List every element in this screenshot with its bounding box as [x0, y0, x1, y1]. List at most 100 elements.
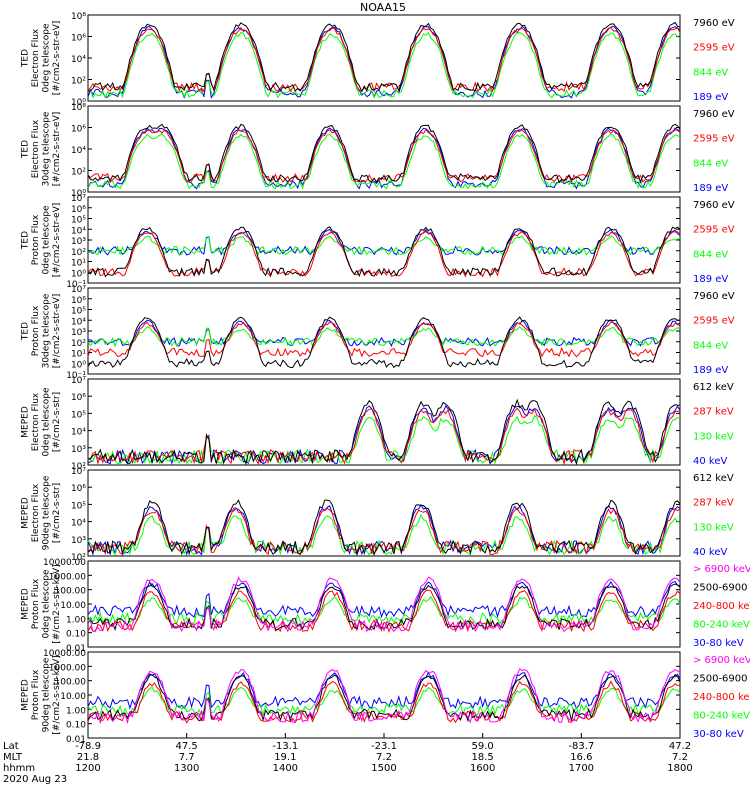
series-line — [87, 596, 681, 625]
y-label-line: Proton Flux — [31, 578, 41, 629]
y-tick-label: 0.10 — [66, 630, 86, 640]
y-label-line: TED — [20, 322, 30, 341]
y-tick-label: 0.01 — [66, 644, 86, 654]
y-label-line: [#/cm2-s-str-eV] — [52, 21, 62, 96]
y-tick-label: 10² — [71, 462, 86, 472]
x-row-value: 7.2 — [376, 752, 392, 763]
y-label-line: [#/cm2-s-str-eV] — [52, 294, 62, 369]
y-tick-label: 10⁸ — [71, 103, 86, 113]
series-line — [87, 21, 681, 93]
y-tick-label: 1.00 — [66, 615, 86, 625]
y-tick-label: 10⁸ — [71, 12, 86, 22]
y-axis-label: TED Proton Flux 30deg telescope [#/cm2-s-st… — [20, 293, 62, 368]
y-tick-label: 10.00 — [60, 692, 86, 702]
series-line — [87, 321, 681, 358]
y-label-line: Electron Flux — [31, 28, 41, 87]
legend-entry: 189 eV — [693, 274, 728, 285]
x-row-value: 1800 — [667, 763, 692, 774]
y-axis-label: MEPED Proton Flux 90deg telescope [#/cm2-s-… — [20, 655, 62, 734]
x-row-label: MLT — [3, 752, 23, 763]
series-line — [87, 580, 681, 619]
panel-frame — [87, 14, 681, 102]
y-label-line: 0deg telescope — [41, 569, 51, 639]
y-tick-label: 10² — [71, 339, 86, 349]
legend-entry: > 6900 keV — [693, 655, 750, 666]
y-tick-label: 10² — [71, 168, 86, 178]
panels: 10⁰ 10² 10⁴ 10⁶ 10⁸ TED Electron Flux 0deg tele… — [20, 12, 750, 745]
series-line — [87, 576, 681, 633]
x-row-value: 18.5 — [472, 752, 494, 763]
x-row-value: 1600 — [470, 763, 495, 774]
panel-frame — [87, 651, 681, 739]
y-tick-label: 10⁰ — [71, 98, 86, 108]
y-tick-label: 10⁶ — [71, 393, 86, 403]
series-line — [87, 499, 681, 557]
y-tick-label: 10⁶ — [71, 296, 86, 306]
y-label-line: Proton Flux — [31, 214, 41, 265]
legend-entry: 80-240 keV — [693, 620, 750, 631]
series-line — [87, 671, 681, 710]
x-row-value: 1500 — [371, 763, 396, 774]
y-tick-label: 10³ — [71, 445, 86, 455]
panel-5: 10² 10³ 10⁴ 10⁵ 10⁶ 10⁷ MEPED Electron Flux 0deg… — [20, 376, 734, 472]
y-label-line: 30deg telescope — [41, 111, 51, 186]
series-line — [87, 507, 681, 556]
y-tick-label: 0.01 — [66, 735, 86, 745]
y-tick-label: 10⁵ — [71, 410, 86, 420]
y-tick-label: 10¹ — [71, 350, 86, 360]
y-tick-label: 10² — [71, 77, 86, 87]
y-tick-label: 10⁴ — [71, 55, 86, 65]
y-label-line: [#/cm2-s-str] — [52, 483, 62, 543]
panel-frame — [87, 469, 681, 557]
y-tick-label: 10⁰ — [71, 189, 86, 199]
panel-7: 0.010.101.0010.00100.001000.0010000.00ME… — [20, 558, 750, 654]
y-tick-label: 10¹ — [71, 259, 86, 269]
y-tick-label: 10⁰ — [71, 269, 86, 279]
y-tick-label: 10⁻¹ — [66, 280, 86, 290]
y-tick-label: 10² — [71, 248, 86, 258]
series-line — [87, 31, 681, 99]
chart-title: NOAA15 — [360, 1, 406, 14]
legend-entry: 130 keV — [693, 522, 734, 533]
legend-entry: 2500-6900 — [693, 674, 748, 685]
legend-entry: 240-800 keV — [693, 601, 750, 612]
series-line — [87, 226, 681, 278]
y-tick-label: 10³ — [71, 328, 86, 338]
x-row-value: -83.7 — [568, 741, 594, 752]
y-tick-label: 10⁶ — [71, 484, 86, 494]
legend-entry: > 6900 keV — [693, 564, 750, 575]
y-tick-label: 10⁵ — [71, 501, 86, 511]
series-line — [87, 326, 681, 348]
legend-entry: 30-80 keV — [693, 729, 744, 740]
y-axis-label: TED Electron Flux 30deg telescope [#/cm2-s-… — [20, 111, 62, 186]
series-line — [87, 133, 681, 190]
x-row-value: -13.1 — [272, 741, 298, 752]
x-row-value: 7.2 — [672, 752, 688, 763]
y-label-line: [#/cm2-s-str-eV] — [52, 112, 62, 187]
series-line — [87, 414, 681, 465]
y-tick-label: 10⁷ — [71, 194, 86, 204]
panel-8: 0.010.101.0010.00100.001000.0010000.00ME… — [20, 649, 750, 745]
series-line — [87, 668, 681, 725]
y-label-line: TED — [20, 140, 30, 159]
y-tick-label: 10⁻¹ — [66, 371, 86, 381]
legend-entry: 7960 eV — [693, 109, 735, 120]
legend-entry: 7960 eV — [693, 18, 735, 29]
legend-entry: 2500-6900 — [693, 583, 748, 594]
y-label-line: [#/cm2-s-str] — [52, 392, 62, 452]
legend-entry: 7960 eV — [693, 200, 735, 211]
legend-entry: 844 eV — [693, 67, 728, 78]
panel-2: 10⁰ 10² 10⁴ 10⁶ 10⁸ TED Electron Flux 30deg tel… — [20, 103, 735, 199]
y-tick-label: 10⁷ — [71, 376, 86, 386]
y-tick-label: 100.00 — [55, 678, 87, 688]
legend-entry: 2595 eV — [693, 43, 735, 54]
y-tick-label: 10⁵ — [71, 307, 86, 317]
x-row-value: 47.5 — [176, 741, 198, 752]
series-line — [87, 686, 681, 717]
date-label: 2020 Aug 23 — [3, 774, 67, 785]
series-line — [87, 235, 681, 256]
legend-entry: 80-240 keV — [693, 711, 750, 722]
y-tick-label: 10⁷ — [71, 285, 86, 295]
y-tick-label: 10⁴ — [71, 519, 86, 529]
